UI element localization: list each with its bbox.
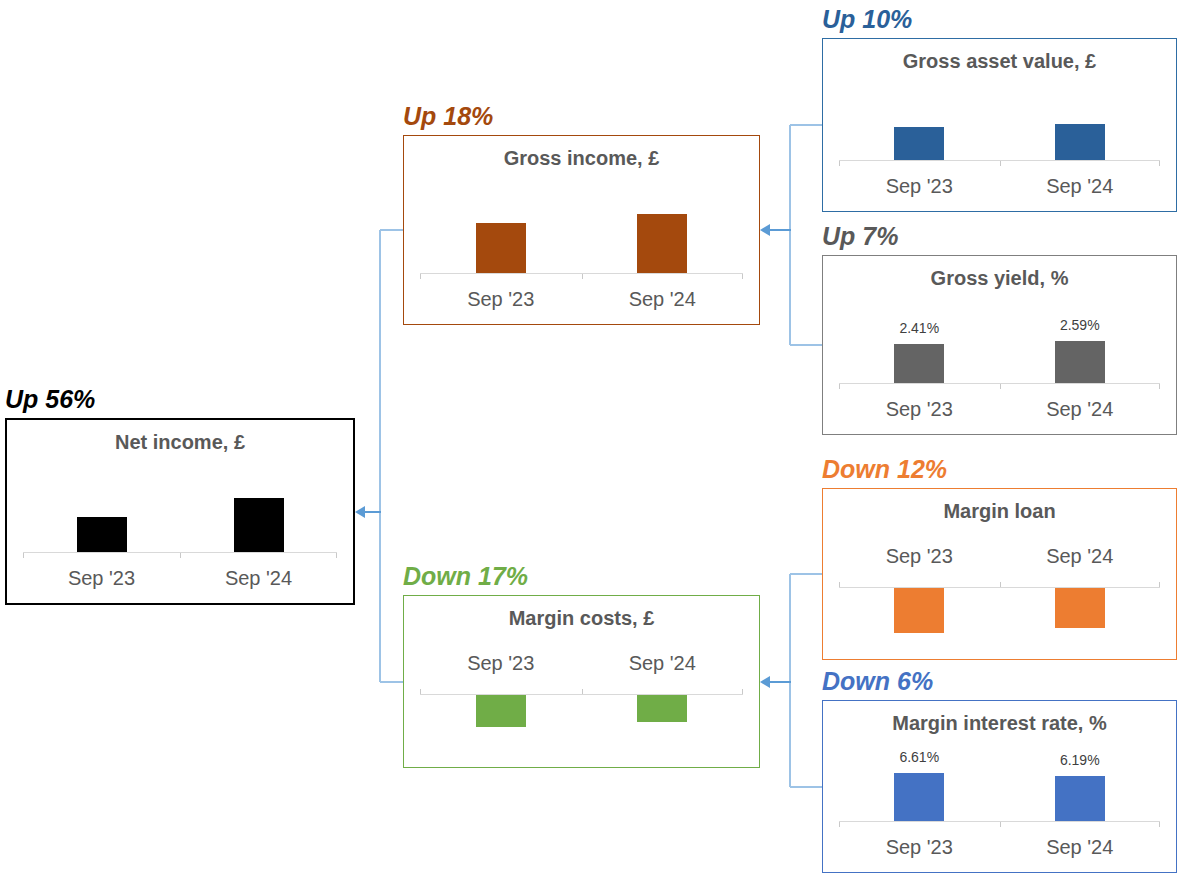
connector-line [790, 573, 822, 575]
bar-plot [23, 456, 337, 553]
chart-box-gross-income: Gross income, £ Sep '23 Sep '24 [403, 135, 760, 325]
node-margin-costs: Down 17% Margin costs, £ Sep '23 Sep '24 [403, 561, 760, 768]
change-label-margin-costs: Down 17% [403, 561, 760, 591]
node-gross-yield: Up 7% Gross yield, % 2.41% 2.59% Sep '23 … [822, 221, 1177, 435]
category-label-sep-24: Sep '24 [225, 567, 292, 590]
chart-box-gross-yield: Gross yield, % 2.41% 2.59% Sep '23 Sep '2… [822, 255, 1177, 435]
data-label: 2.41% [899, 320, 939, 336]
change-label-gross-yield: Up 7% [822, 221, 1177, 251]
node-gross-asset-value: Up 10% Gross asset value, £ Sep '23 Sep … [822, 4, 1177, 212]
category-label-sep-24: Sep '24 [629, 652, 696, 675]
axis-line [839, 587, 1160, 588]
connector-line [790, 786, 822, 788]
chart-box-margin-loan: Margin loan Sep '23 Sep '24 [822, 488, 1177, 660]
axis-tick [582, 689, 583, 694]
bar-sep-24 [234, 498, 284, 552]
bar-sep-23 [894, 344, 944, 383]
category-axis: Sep '23 Sep '24 [839, 384, 1160, 434]
connector-line [380, 229, 403, 231]
category-axis: Sep '23 Sep '24 [420, 274, 743, 324]
axis-tick [1000, 582, 1001, 587]
category-axis: Sep '23 Sep '24 [839, 822, 1160, 872]
chart-title-margin-loan: Margin loan [823, 489, 1176, 525]
bar-sep-24 [637, 695, 687, 722]
bar-sep-23 [476, 223, 526, 273]
category-label-sep-24: Sep '24 [1046, 836, 1113, 859]
axis-line [420, 694, 743, 695]
axis-tick [839, 582, 840, 587]
connector-line [789, 125, 791, 345]
change-label-gross-asset-value: Up 10% [822, 4, 1177, 34]
category-axis: Sep '23 Sep '24 [839, 161, 1160, 211]
bar-sep-24 [1055, 588, 1105, 628]
category-axis: Sep '23 Sep '24 [839, 525, 1160, 587]
category-label-sep-23: Sep '23 [467, 288, 534, 311]
bar-plot: 6.61% 6.19% [839, 737, 1160, 822]
category-label-sep-23: Sep '23 [467, 652, 534, 675]
connector-line [790, 344, 822, 346]
node-margin-loan: Down 12% Margin loan Sep '23 Sep '24 [822, 454, 1177, 660]
chart-box-margin-costs: Margin costs, £ Sep '23 Sep '24 [403, 595, 760, 768]
chart-title-gross-income: Gross income, £ [404, 136, 759, 172]
bar-plot [420, 694, 743, 767]
chart-title-margin-interest-rate: Margin interest rate, % [823, 701, 1176, 737]
bar-sep-24 [1055, 776, 1105, 821]
bar-sep-23 [894, 588, 944, 633]
connector-arrow-shaft [364, 511, 381, 513]
driver-tree-canvas: Up 10% Gross asset value, £ Sep '23 Sep … [0, 0, 1186, 885]
connector-arrow-shaft [769, 681, 791, 683]
change-label-margin-loan: Down 12% [822, 454, 1177, 484]
connector-arrowhead-icon [355, 506, 365, 518]
bar-sep-23 [77, 517, 127, 552]
chart-box-gross-asset-value: Gross asset value, £ Sep '23 Sep '24 [822, 38, 1177, 212]
category-label-sep-23: Sep '23 [886, 175, 953, 198]
category-label-sep-24: Sep '24 [1046, 398, 1113, 421]
category-axis: Sep '23 Sep '24 [23, 553, 337, 603]
data-label: 6.19% [1060, 752, 1100, 768]
change-label-net-income: Up 56% [5, 384, 355, 414]
chart-box-margin-interest-rate: Margin interest rate, % 6.61% 6.19% Sep '… [822, 700, 1177, 873]
data-label: 6.61% [899, 749, 939, 765]
axis-tick [420, 689, 421, 694]
change-label-gross-income: Up 18% [403, 101, 760, 131]
data-label: 2.59% [1060, 317, 1100, 333]
axis-tick [742, 689, 743, 694]
bar-sep-23 [894, 127, 944, 160]
category-label-sep-23: Sep '23 [886, 836, 953, 859]
chart-box-net-income: Net income, £ Sep '23 Sep '24 [5, 418, 355, 605]
category-label-sep-23: Sep '23 [886, 545, 953, 568]
bar-sep-24 [1055, 124, 1105, 160]
category-label-sep-24: Sep '24 [1046, 175, 1113, 198]
connector-arrow-shaft [769, 229, 791, 231]
connector-arrowhead-icon [760, 676, 770, 688]
change-label-margin-interest-rate: Down 6% [822, 666, 1177, 696]
chart-title-gross-yield: Gross yield, % [823, 256, 1176, 292]
category-label-sep-23: Sep '23 [68, 567, 135, 590]
axis-tick [1159, 582, 1160, 587]
bar-plot [839, 75, 1160, 161]
chart-title-gross-asset-value: Gross asset value, £ [823, 39, 1176, 75]
category-label-sep-23: Sep '23 [886, 398, 953, 421]
category-label-sep-24: Sep '24 [1046, 545, 1113, 568]
connector-arrowhead-icon [760, 224, 770, 236]
chart-title-net-income: Net income, £ [7, 420, 353, 456]
bar-sep-24 [637, 214, 687, 273]
connector-line [379, 230, 381, 682]
bar-plot [420, 172, 743, 274]
connector-line [380, 681, 403, 683]
node-gross-income: Up 18% Gross income, £ Sep '23 Sep '24 [403, 101, 760, 325]
node-margin-interest-rate: Down 6% Margin interest rate, % 6.61% 6.1… [822, 666, 1177, 873]
node-net-income: Up 56% Net income, £ Sep '23 Sep '24 [5, 384, 355, 605]
bar-plot [839, 587, 1160, 659]
connector-line [790, 124, 822, 126]
category-label-sep-24: Sep '24 [629, 288, 696, 311]
chart-title-margin-costs: Margin costs, £ [404, 596, 759, 632]
bar-plot: 2.41% 2.59% [839, 292, 1160, 384]
category-axis: Sep '23 Sep '24 [420, 632, 743, 694]
bar-sep-23 [894, 773, 944, 821]
bar-sep-23 [476, 695, 526, 727]
bar-sep-24 [1055, 341, 1105, 383]
